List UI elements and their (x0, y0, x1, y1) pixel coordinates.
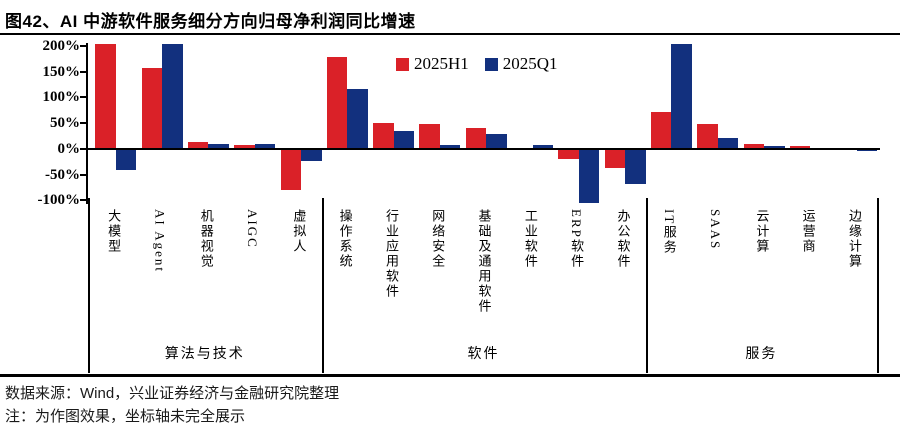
figure-title: 图42、AI 中游软件服务细分方向归母净利润同比增速 (5, 12, 416, 31)
bar-2025Q1-行业应用软件 (393, 131, 415, 149)
bar-2025H1-行业应用软件 (373, 123, 394, 149)
bar-2025H1-云计算 (743, 143, 764, 149)
footnote-text: 注：为作图效果，坐标轴未完全展示 (5, 408, 246, 425)
category-label: 虚拟人 (291, 209, 307, 254)
zero-axis-line (86, 148, 880, 150)
category-label: IT服务 (661, 209, 677, 256)
group-divider-line (877, 198, 880, 373)
y-tick-label: 0% (57, 140, 81, 157)
group-divider-line (88, 198, 90, 373)
legend-swatch-icon (484, 57, 498, 71)
y-axis-line (86, 43, 88, 204)
bar-2025Q1-工业软件 (532, 145, 553, 149)
group-label: 算法与技术 (164, 347, 245, 362)
bar-2025H1-机器视觉 (187, 142, 209, 149)
y-tick-mark (80, 122, 87, 125)
bar-2025Q1-虚拟人 (301, 148, 322, 161)
category-label: ERP软件 (569, 209, 585, 269)
y-tick-label: 50% (50, 115, 80, 132)
bar-2025Q1-基础及通用软件 (486, 133, 507, 149)
bar-2025Q1-IT服务 (671, 44, 692, 149)
footer-divider-line (0, 374, 900, 377)
category-label: 行业应用软件 (383, 209, 399, 299)
bar-2025Q1-云计算 (764, 145, 785, 149)
y-tick-mark (80, 44, 87, 47)
group-label: 服务 (745, 347, 778, 362)
bar-2025H1-SAAS (697, 124, 718, 149)
bar-2025Q1-办公软件 (625, 148, 646, 185)
legend-label: 2025Q1 (502, 54, 558, 73)
category-label: 边缘计算 (846, 209, 862, 269)
bar-2025Q1-网络安全 (439, 144, 461, 149)
bar-2025Q1-ERP软件 (578, 148, 600, 204)
group-divider-line (321, 198, 324, 373)
bar-2025H1-IT服务 (650, 112, 672, 149)
y-tick-label: 100% (42, 89, 81, 106)
data-source-text: 数据来源：Wind，兴业证券经济与金融研究院整理 (5, 385, 340, 402)
category-label: AIGC (245, 209, 261, 249)
bar-2025H1-虚拟人 (280, 148, 301, 191)
bar-2025H1-基础及通用软件 (465, 128, 487, 149)
category-label: AI Agent (152, 209, 168, 274)
y-tick-label: -100% (37, 192, 81, 209)
category-label: 机器视觉 (198, 209, 214, 269)
bar-2025Q1-AI Agent (162, 44, 183, 149)
y-tick-label: -50% (45, 166, 80, 183)
bar-2025Q1-机器视觉 (208, 144, 229, 149)
y-tick-mark (80, 147, 87, 150)
legend-swatch-icon (396, 57, 409, 71)
bar-2025H1-AIGC (234, 144, 255, 149)
chart-legend: 2025H1 2025Q1 (396, 54, 558, 74)
bar-2025Q1-AIGC (254, 144, 276, 149)
group-label: 软件 (467, 347, 500, 362)
bar-2025Q1-SAAS (717, 138, 739, 149)
y-tick-mark (80, 96, 87, 99)
y-tick-mark (80, 173, 87, 176)
bar-2025H1-运营商 (789, 146, 811, 149)
group-divider-line (645, 198, 648, 373)
legend-label: 2025H1 (414, 54, 469, 73)
category-label: 办公软件 (615, 209, 631, 269)
y-tick-label: 200% (42, 37, 81, 54)
bar-2025H1-网络安全 (419, 123, 440, 149)
bar-2025H1-办公软件 (604, 148, 626, 168)
legend-item: 2025Q1 (484, 54, 558, 74)
bar-2025Q1-操作系统 (347, 88, 368, 149)
category-label: 基础及通用软件 (476, 209, 492, 314)
category-label: 运营商 (800, 209, 816, 254)
category-label: 操作系统 (337, 209, 353, 269)
y-tick-label: 150% (42, 63, 81, 80)
bar-2025Q1-大模型 (115, 148, 137, 170)
bar-2025H1-大模型 (95, 44, 116, 149)
category-label: SAAS (708, 209, 724, 251)
category-label: 云计算 (754, 209, 770, 254)
title-divider-line (0, 33, 900, 35)
bar-2025H1-AI Agent (141, 68, 163, 149)
legend-item: 2025H1 (396, 54, 469, 74)
category-label: 网络安全 (430, 209, 446, 269)
y-tick-mark (80, 199, 87, 202)
category-label: 大模型 (106, 209, 122, 254)
bar-2025H1-ERP软件 (558, 148, 579, 160)
y-tick-mark (80, 70, 87, 73)
category-label: 工业软件 (522, 209, 538, 269)
bar-2025H1-操作系统 (326, 56, 348, 149)
